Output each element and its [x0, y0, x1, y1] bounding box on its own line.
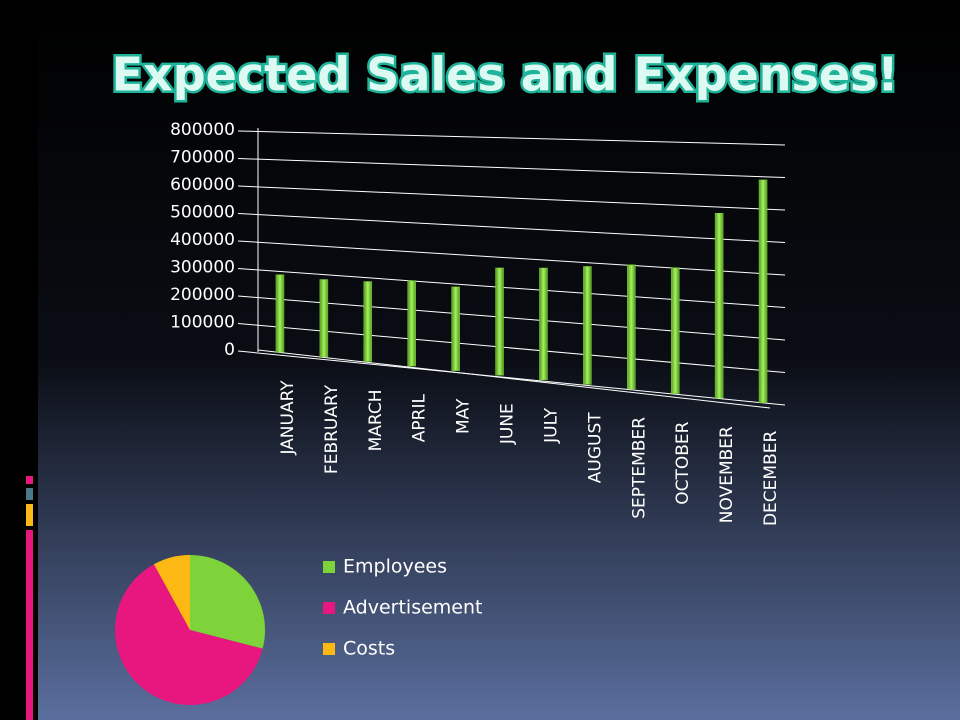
y-tick-label: 0	[224, 340, 235, 360]
grid-line	[237, 130, 786, 146]
legend-swatch	[323, 643, 335, 655]
pie-slice	[153, 555, 190, 630]
grid-line	[237, 158, 786, 178]
y-tick-label: 200000	[170, 285, 235, 305]
x-tick-label: NOVEMBER	[717, 426, 737, 523]
grid-line	[237, 268, 786, 308]
bar	[451, 286, 460, 371]
decor	[26, 488, 33, 500]
bar	[319, 279, 329, 358]
bar	[363, 281, 373, 362]
y-tick-label: 700000	[170, 148, 235, 168]
x-tick-label: MARCH	[366, 389, 386, 451]
x-tick-label: OCTOBER	[673, 421, 693, 504]
grid-line	[237, 213, 786, 243]
legend-swatch	[323, 602, 335, 614]
grid-line	[237, 323, 786, 373]
x-tick-label: APRIL	[410, 394, 430, 443]
legend-swatch	[323, 561, 335, 573]
y-tick-label: 300000	[170, 258, 235, 278]
x-tick-label: JULY	[541, 407, 561, 444]
grid-line	[237, 350, 786, 406]
legend-label: Advertisement	[343, 597, 482, 619]
bar	[714, 213, 724, 399]
decor	[26, 476, 33, 484]
x-tick-label: JUNE	[498, 403, 518, 445]
grid-line	[237, 240, 786, 276]
grid-line	[237, 295, 786, 341]
chart-title: Expected Sales and Expenses!	[112, 48, 899, 102]
pie-slice	[115, 564, 263, 705]
y-tick-label: 100000	[170, 313, 235, 333]
grid-line	[237, 185, 786, 211]
legend-label: Costs	[343, 638, 395, 660]
bar	[539, 267, 548, 381]
bar	[627, 264, 636, 390]
bar	[758, 179, 768, 403]
decor	[26, 530, 33, 720]
y-tick-label: 500000	[170, 203, 235, 223]
x-tick-label: SEPTEMBER	[629, 417, 649, 519]
floor	[257, 349, 771, 409]
bar	[407, 280, 416, 367]
bar	[670, 267, 680, 394]
x-tick-label: DECEMBER	[761, 431, 781, 527]
bar	[583, 266, 592, 385]
y-tick-label: 800000	[170, 120, 235, 140]
legend-label: Employees	[343, 556, 447, 578]
bar	[275, 274, 285, 353]
x-tick-label: MAY	[454, 398, 474, 434]
x-tick-label: FEBRUARY	[322, 384, 342, 474]
pie-slice	[190, 555, 265, 649]
decor	[26, 504, 33, 526]
y-tick-label: 400000	[170, 230, 235, 250]
y-tick-label: 600000	[170, 175, 235, 195]
x-tick-label: JANUARY	[278, 380, 298, 456]
bar	[495, 267, 504, 376]
x-tick-label: AUGUST	[585, 412, 605, 483]
